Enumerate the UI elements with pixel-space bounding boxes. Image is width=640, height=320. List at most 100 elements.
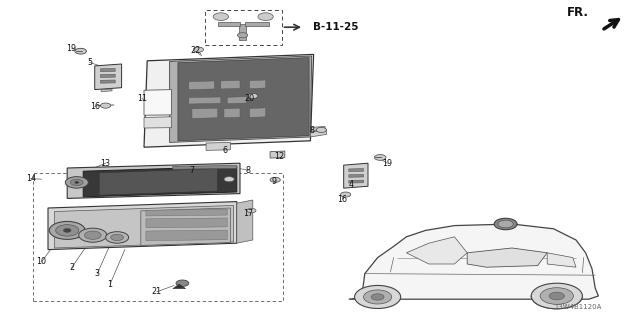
Text: 11: 11 [137, 94, 147, 103]
Circle shape [56, 225, 79, 236]
Circle shape [193, 47, 204, 52]
Circle shape [270, 177, 280, 182]
Circle shape [549, 292, 564, 300]
Circle shape [498, 220, 513, 228]
Polygon shape [100, 80, 115, 83]
Polygon shape [99, 169, 218, 195]
Circle shape [100, 103, 111, 108]
Circle shape [316, 127, 326, 132]
Polygon shape [141, 208, 230, 245]
Circle shape [364, 290, 392, 304]
Text: B-11-25: B-11-25 [313, 22, 359, 32]
Bar [33, 173, 283, 301]
Circle shape [371, 294, 384, 300]
Text: 8: 8 [310, 126, 315, 135]
Polygon shape [173, 165, 237, 169]
Polygon shape [170, 56, 312, 142]
Polygon shape [189, 97, 221, 104]
Polygon shape [227, 97, 246, 104]
Polygon shape [349, 169, 364, 172]
Polygon shape [467, 248, 547, 267]
Polygon shape [144, 54, 314, 147]
Circle shape [49, 221, 85, 239]
Polygon shape [146, 230, 227, 241]
Polygon shape [144, 117, 172, 128]
Polygon shape [406, 237, 467, 264]
Polygon shape [178, 58, 309, 141]
Polygon shape [67, 163, 240, 198]
Circle shape [494, 218, 517, 230]
Bar [205, 10, 282, 45]
Polygon shape [206, 142, 230, 150]
Circle shape [374, 155, 386, 160]
Text: 2: 2 [69, 263, 74, 272]
Polygon shape [312, 126, 325, 131]
Circle shape [63, 228, 71, 232]
Polygon shape [192, 108, 218, 118]
Text: 8: 8 [246, 166, 251, 175]
Circle shape [540, 288, 573, 304]
Polygon shape [173, 284, 186, 289]
Polygon shape [221, 80, 240, 89]
Text: 19: 19 [382, 159, 392, 168]
Circle shape [258, 13, 273, 20]
Polygon shape [189, 81, 214, 90]
Text: 14: 14 [26, 174, 36, 183]
Polygon shape [224, 108, 240, 118]
Polygon shape [146, 218, 227, 228]
Circle shape [106, 232, 129, 243]
Circle shape [70, 179, 83, 186]
Text: 1: 1 [108, 280, 113, 289]
Circle shape [247, 208, 256, 213]
Text: 13: 13 [100, 159, 111, 168]
Polygon shape [101, 89, 112, 92]
Text: 9: 9 [271, 177, 276, 186]
Circle shape [224, 177, 234, 182]
Polygon shape [349, 224, 598, 299]
Circle shape [176, 280, 189, 286]
Circle shape [340, 192, 351, 197]
Text: 4: 4 [348, 180, 353, 188]
Polygon shape [310, 130, 326, 137]
Text: 10: 10 [36, 257, 47, 266]
Text: 3: 3 [95, 269, 100, 278]
Circle shape [79, 228, 107, 242]
Circle shape [111, 234, 124, 241]
Polygon shape [239, 24, 246, 40]
Polygon shape [100, 74, 115, 77]
Circle shape [75, 181, 79, 183]
Polygon shape [237, 200, 253, 243]
Text: 16: 16 [90, 102, 100, 111]
Text: 16: 16 [337, 195, 348, 204]
Polygon shape [146, 209, 227, 216]
Text: 17: 17 [243, 209, 253, 218]
Polygon shape [349, 174, 364, 177]
Polygon shape [349, 180, 364, 183]
Circle shape [213, 13, 228, 20]
Circle shape [237, 33, 248, 38]
Polygon shape [218, 22, 240, 26]
Polygon shape [83, 166, 237, 197]
Polygon shape [344, 163, 368, 188]
Polygon shape [547, 253, 576, 267]
Polygon shape [54, 205, 234, 248]
Text: FR.: FR. [567, 6, 589, 19]
Circle shape [65, 177, 88, 188]
Text: T3W4B1120A: T3W4B1120A [554, 304, 602, 309]
Circle shape [84, 231, 101, 239]
Circle shape [355, 285, 401, 308]
Polygon shape [250, 80, 266, 89]
Circle shape [75, 48, 86, 54]
Text: 12: 12 [275, 152, 285, 161]
Polygon shape [270, 151, 285, 158]
Circle shape [531, 283, 582, 309]
Text: 7: 7 [189, 166, 195, 175]
Text: 6: 6 [223, 146, 228, 155]
Polygon shape [245, 22, 269, 26]
Polygon shape [250, 108, 266, 117]
Polygon shape [100, 68, 115, 72]
Text: 21: 21 [152, 287, 162, 296]
Polygon shape [144, 90, 172, 115]
Text: 5: 5 [87, 58, 92, 67]
Text: 22: 22 [190, 46, 200, 55]
